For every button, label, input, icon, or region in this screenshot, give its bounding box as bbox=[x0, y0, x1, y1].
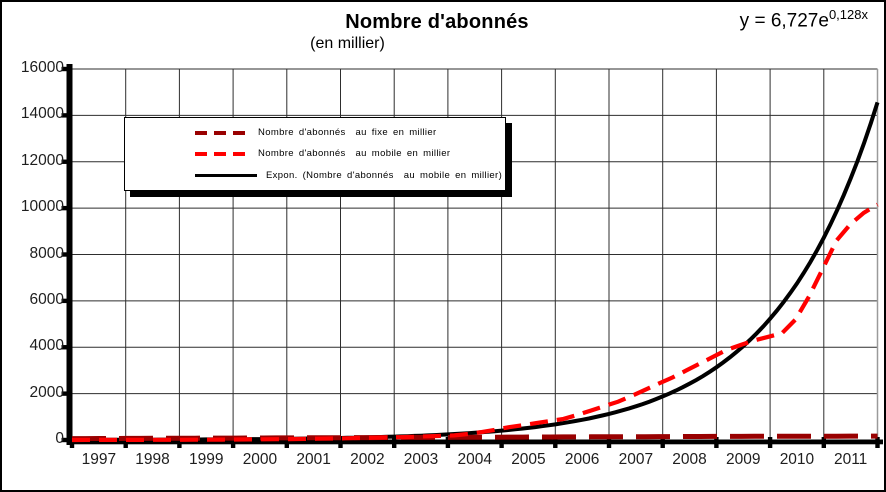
x-tick-label: 2004 bbox=[457, 451, 492, 468]
x-tick-label: 2006 bbox=[564, 451, 600, 468]
legend-item-fixe: Nombre d'abonnés au fixe en millier bbox=[125, 123, 505, 143]
legend-label-expon: Expon. (Nombre d'abonnés au mobile en mi… bbox=[266, 169, 503, 181]
y-tick-label: 2000 bbox=[29, 383, 64, 401]
x-tick-label: 2011 bbox=[833, 451, 868, 468]
y-tick-label: 4000 bbox=[29, 337, 64, 355]
x-tick-label: 1997 bbox=[81, 451, 117, 468]
legend-item-expon: Expon. (Nombre d'abonnés au mobile en mi… bbox=[125, 165, 505, 185]
y-tick-label: 12000 bbox=[20, 151, 64, 169]
x-tick-label: 1999 bbox=[189, 451, 224, 468]
legend-label-mobile: Nombre d'abonnés au mobile en millier bbox=[258, 148, 451, 160]
y-tick-label: 0 bbox=[55, 430, 64, 447]
y-tick-label: 8000 bbox=[29, 244, 64, 262]
legend-line-sample-fixe bbox=[195, 130, 249, 135]
trendline-equation: y = 6,727e0,128x bbox=[740, 7, 868, 32]
x-tick-label: 2009 bbox=[726, 451, 761, 468]
x-tick-label: 2002 bbox=[350, 451, 385, 468]
x-tick-label: 2003 bbox=[403, 451, 439, 468]
legend-box: Nombre d'abonnés au fixe en millier Nomb… bbox=[124, 117, 506, 191]
chart-title: Nombre d'abonnés bbox=[345, 11, 529, 33]
legend-line-sample-mobile bbox=[195, 151, 249, 156]
x-tick-label: 1998 bbox=[135, 451, 170, 468]
legend-label-fixe: Nombre d'abonnés au fixe en millier bbox=[258, 127, 437, 139]
equation-exponent: 0,128x bbox=[828, 7, 868, 22]
x-tick-label: 2010 bbox=[779, 451, 815, 468]
x-tick-label: 2008 bbox=[672, 451, 707, 468]
equation-base: y = 6,727e bbox=[739, 10, 829, 32]
chart-subtitle: (en millier) bbox=[310, 35, 385, 52]
y-tick-label: 6000 bbox=[29, 290, 64, 308]
x-tick-label: 2007 bbox=[618, 451, 654, 468]
legend-line-sample-expon bbox=[195, 173, 257, 177]
y-tick-label: 10000 bbox=[20, 198, 64, 216]
x-tick-label: 2001 bbox=[296, 451, 331, 468]
x-tick-label: 2000 bbox=[242, 451, 278, 468]
y-tick-label: 16000 bbox=[20, 59, 64, 76]
y-tick-label: 14000 bbox=[20, 105, 64, 123]
x-tick-label: 2005 bbox=[511, 451, 546, 468]
legend-item-mobile: Nombre d'abonnés au mobile en millier bbox=[125, 144, 505, 164]
